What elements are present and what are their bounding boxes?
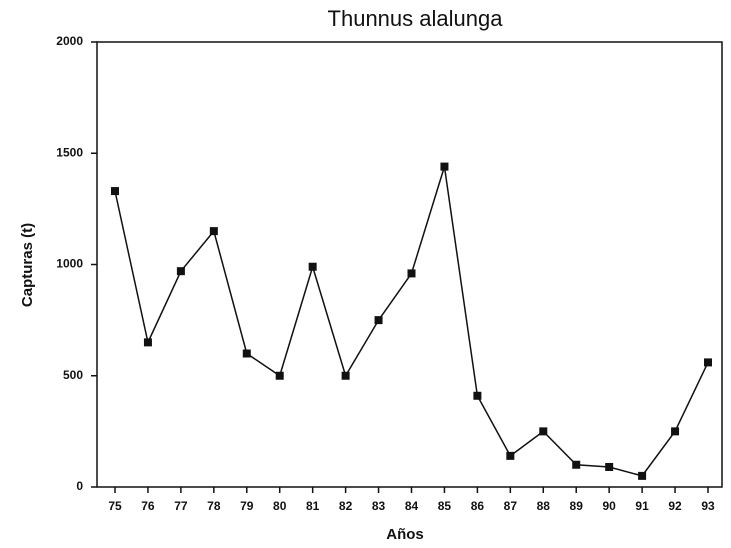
point-marker bbox=[275, 371, 284, 380]
chart-title: Thunnus alalunga bbox=[328, 6, 504, 31]
y-tick-label: 1000 bbox=[56, 257, 83, 271]
x-tick-label: 77 bbox=[174, 499, 188, 513]
point-marker bbox=[143, 338, 152, 347]
x-tick-label: 86 bbox=[471, 499, 485, 513]
point-marker bbox=[242, 349, 251, 358]
point-marker bbox=[704, 358, 712, 367]
x-tick-label: 80 bbox=[273, 499, 287, 513]
point-marker bbox=[572, 460, 581, 469]
x-tick-label: 78 bbox=[207, 499, 221, 513]
point-marker bbox=[440, 162, 449, 171]
y-tick-label: 1500 bbox=[56, 145, 83, 159]
series-line bbox=[114, 166, 709, 477]
point-marker bbox=[473, 391, 482, 400]
point-marker bbox=[341, 371, 350, 380]
point-marker bbox=[209, 227, 218, 236]
x-tick-label: 79 bbox=[240, 499, 254, 513]
point-marker bbox=[308, 262, 317, 271]
x-tick-label: 90 bbox=[602, 499, 616, 513]
point-marker bbox=[506, 451, 515, 460]
x-tick-label: 93 bbox=[701, 499, 715, 513]
x-tick-label: 87 bbox=[504, 499, 518, 513]
point-marker bbox=[605, 462, 614, 471]
x-tick-label: 92 bbox=[668, 499, 682, 513]
x-tick-label: 91 bbox=[635, 499, 649, 513]
y-axis-label: Capturas (t) bbox=[19, 223, 36, 307]
x-tick-label: 84 bbox=[405, 499, 419, 513]
plot-frame bbox=[96, 41, 723, 488]
point-marker bbox=[539, 427, 548, 436]
x-tick-label: 89 bbox=[570, 499, 584, 513]
point-marker bbox=[407, 269, 416, 278]
x-axis-label: Años bbox=[386, 526, 424, 543]
x-tick-label: 75 bbox=[108, 499, 122, 513]
point-marker bbox=[374, 316, 383, 325]
y-tick-label: 2000 bbox=[56, 34, 83, 48]
x-tick-label: 85 bbox=[438, 499, 452, 513]
x-tick-label: 82 bbox=[339, 499, 353, 513]
x-tick-label: 76 bbox=[141, 499, 155, 513]
point-marker bbox=[671, 427, 680, 436]
point-marker bbox=[111, 187, 119, 196]
x-tick-label: 88 bbox=[537, 499, 551, 513]
point-marker bbox=[176, 267, 185, 276]
point-marker bbox=[638, 471, 647, 480]
y-tick-label: 0 bbox=[76, 479, 83, 493]
y-tick-label: 500 bbox=[63, 368, 83, 382]
x-tick-label: 83 bbox=[372, 499, 386, 513]
x-tick-label: 81 bbox=[306, 499, 320, 513]
